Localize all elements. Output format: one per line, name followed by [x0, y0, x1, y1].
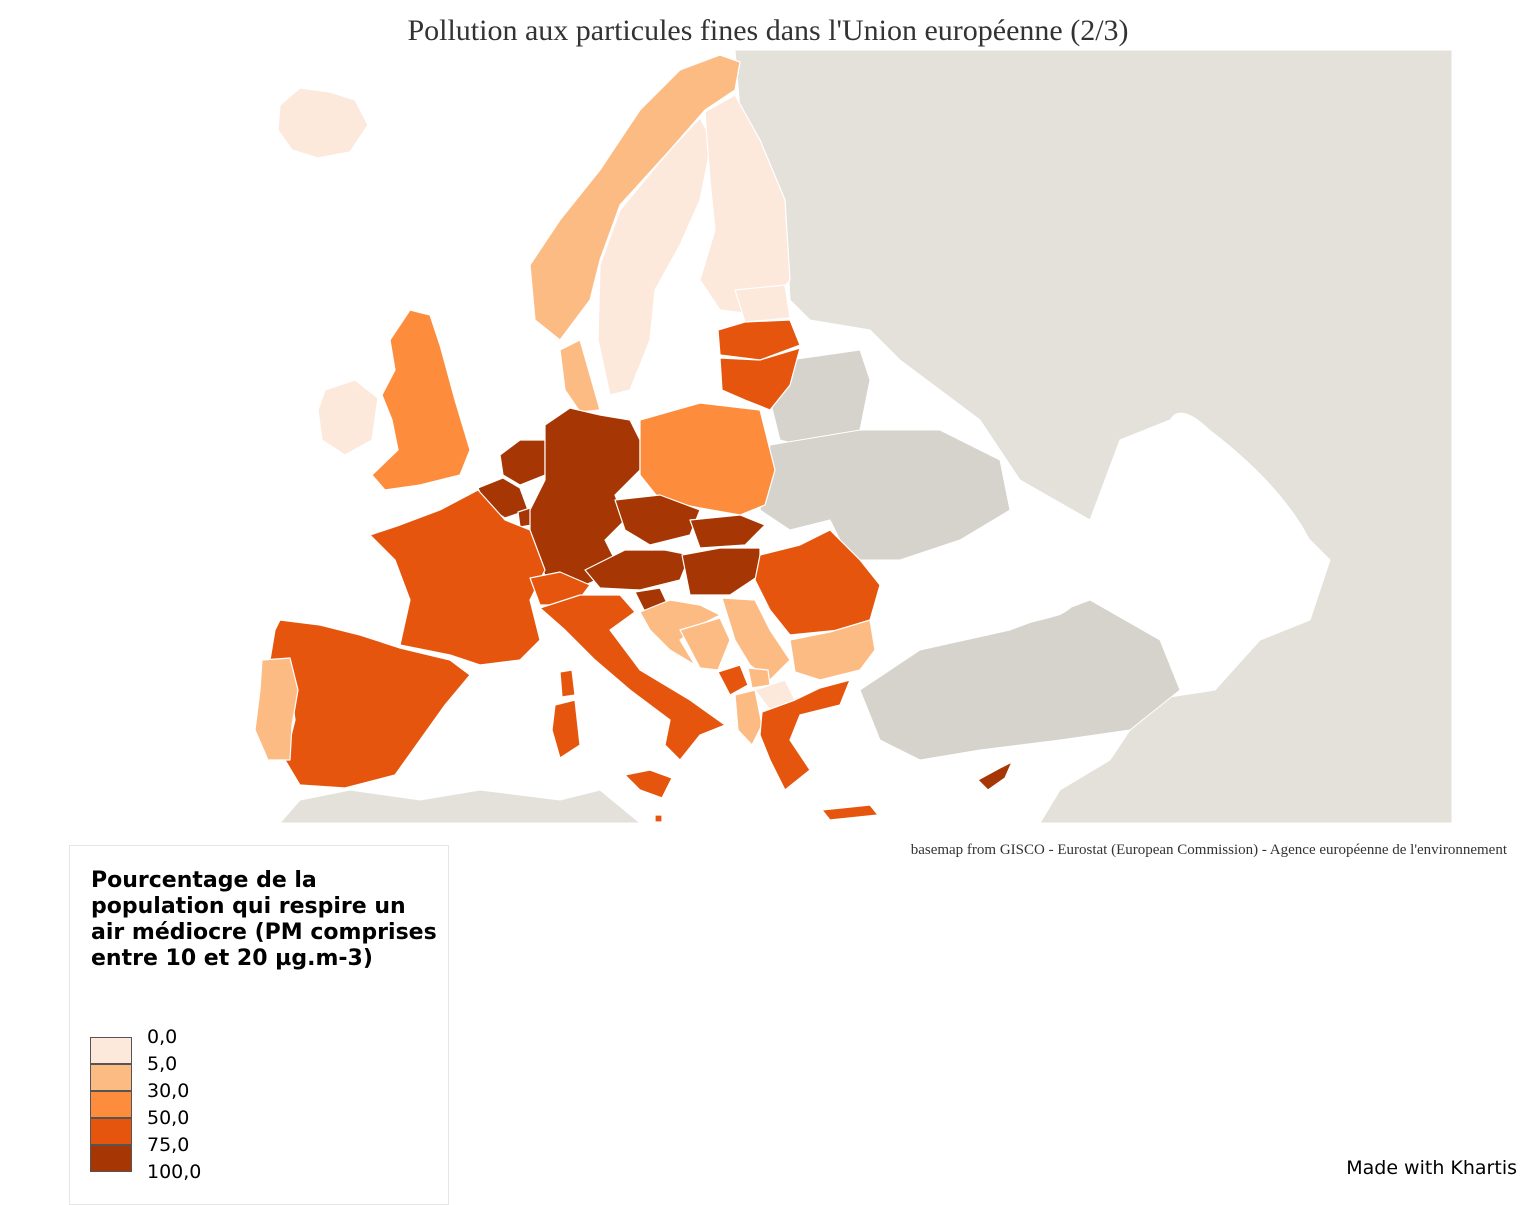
region-denmark	[559, 339, 601, 413]
legend-break-2: 30,0	[147, 1080, 190, 1102]
region-serbia	[721, 597, 791, 681]
region-poland	[639, 402, 776, 516]
legend: Pourcentage de la population qui respire…	[69, 845, 449, 1205]
legend-break-0: 0,0	[147, 1026, 178, 1048]
region-italy	[539, 594, 726, 761]
region-estonia	[734, 284, 791, 323]
region-germany	[529, 407, 641, 586]
region-netherlands	[499, 439, 546, 486]
land-black-sea	[869, 564, 1078, 640]
legend-swatch-1	[90, 1064, 132, 1091]
legend-swatch-2	[90, 1091, 132, 1118]
region-sardinia	[551, 699, 581, 759]
region-bulgaria	[789, 619, 876, 681]
map	[254, 49, 1453, 824]
legend-break-4: 75,0	[147, 1134, 190, 1156]
land-ukraine	[759, 429, 1011, 561]
region-france	[369, 489, 546, 666]
region-crete	[821, 804, 879, 821]
region-greece	[759, 679, 851, 791]
region-norway	[529, 54, 741, 341]
map-title: Pollution aux particules fines dans l'Un…	[407, 14, 1129, 47]
basemap-credit: basemap from GISCO - Eurostat (European …	[910, 842, 1507, 858]
region-sweden	[597, 117, 713, 396]
region-bosnia	[679, 617, 731, 671]
land-turkey	[859, 599, 1181, 761]
region-sicily	[624, 769, 673, 799]
land-caspian-sea	[1170, 412, 1313, 620]
legend-swatch-0	[90, 1037, 132, 1064]
region-albania	[734, 689, 763, 746]
region-latvia	[717, 319, 801, 361]
region-slovakia	[689, 514, 766, 549]
made-with-khartis: Made with Khartis	[1346, 1157, 1517, 1179]
region-lithuania	[719, 347, 801, 411]
region-montenegro	[717, 664, 749, 696]
region-cyprus	[977, 761, 1013, 791]
region-kosovo	[747, 667, 771, 689]
region-united-kingdom	[371, 309, 471, 491]
region-czechia	[614, 494, 701, 546]
legend-break-5: 100,0	[147, 1161, 202, 1183]
legend-swatch-3	[90, 1118, 132, 1145]
region-iceland	[277, 87, 369, 159]
region-portugal	[254, 657, 299, 761]
region-corsica	[559, 669, 576, 698]
legend-title: Pourcentage de la population qui respire…	[91, 868, 437, 971]
region-ireland	[317, 379, 379, 456]
legend-swatch-4	[90, 1145, 132, 1172]
region-hungary	[681, 547, 761, 596]
land-north-africa	[278, 789, 642, 824]
region-malta	[654, 814, 663, 823]
legend-break-3: 50,0	[147, 1107, 190, 1129]
legend-break-1: 5,0	[147, 1053, 178, 1075]
